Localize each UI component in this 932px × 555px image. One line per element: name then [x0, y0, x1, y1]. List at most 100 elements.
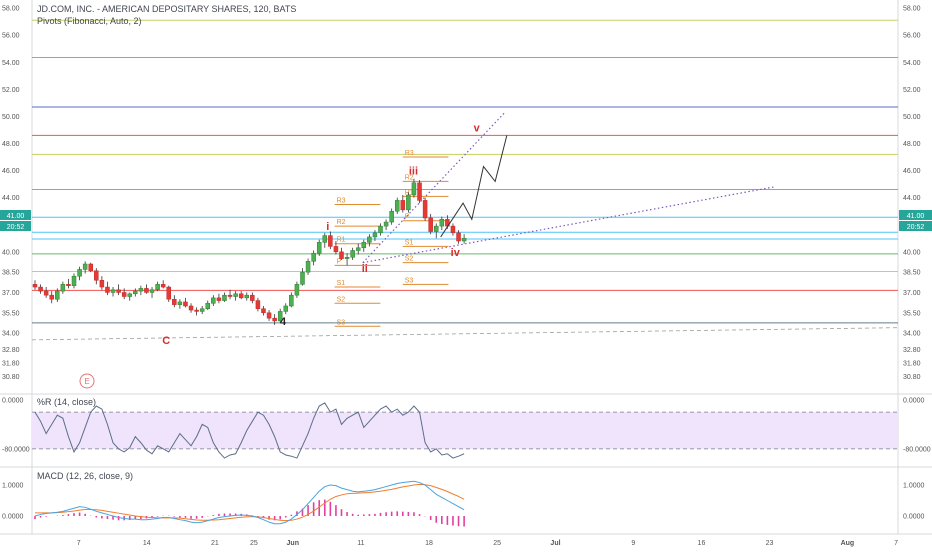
- time-tick-3: 25: [250, 540, 258, 547]
- price-tick-left-3: 52.00: [2, 87, 20, 94]
- price-tick-left-13: 34.00: [2, 331, 20, 338]
- price-tick-left-6: 46.00: [2, 168, 20, 175]
- price-tick-right-5: 48.00: [903, 141, 921, 148]
- macd-tick-left-1: 0.0000: [2, 513, 24, 520]
- trendline-2: [31, 327, 899, 341]
- price-badge-right: [899, 210, 932, 220]
- price-tick-left-12: 35.50: [2, 310, 20, 317]
- candle-body-1: [38, 286, 43, 292]
- candle-body-7: [71, 275, 77, 286]
- candle-body-57: [350, 250, 355, 258]
- pivot-label-1-6: S3: [405, 277, 414, 284]
- candle-body-48: [300, 271, 305, 285]
- candles: [32, 178, 467, 325]
- candle-body-34: [222, 294, 227, 301]
- price-tick-left-10: 38.50: [2, 270, 20, 277]
- wr-tick-left-1: -80.0000: [2, 446, 30, 453]
- trendline-0: [362, 111, 506, 264]
- events-marker-label: E: [84, 377, 89, 386]
- candle-body-71: [428, 217, 433, 232]
- trendline-1: [362, 186, 775, 264]
- candle-body-18: [133, 290, 138, 295]
- pivot-label-0-2: R1: [337, 237, 346, 244]
- candle-body-10: [88, 263, 93, 272]
- wave-label-3: ii: [362, 263, 368, 275]
- time-axis: 7 14 21 25 Jun 11 18 25 Jul 9 16 23 Aug 7: [77, 540, 898, 547]
- candle-body-61: [372, 232, 378, 238]
- candle-body-17: [127, 293, 132, 297]
- candle-body-47: [294, 284, 300, 296]
- candle-body-54: [333, 246, 339, 253]
- current-price-badges: 41.00 20:52 41.00 20:52: [0, 210, 932, 231]
- price-tick-left-2: 54.00: [2, 60, 20, 67]
- macd-tick-right-0: 1.0000: [903, 483, 925, 490]
- pivot-label-0-4: S1: [337, 280, 346, 287]
- pivot-label-1-4: S1: [405, 239, 414, 246]
- time-tick-8: Jul: [550, 540, 560, 547]
- price-tick-right-16: 30.80: [903, 374, 921, 381]
- price-tick-left-11: 37.00: [2, 290, 20, 297]
- candle-body-28: [188, 305, 194, 311]
- events-marker[interactable]: E: [79, 373, 95, 389]
- price-tick-right-9: 40.00: [903, 249, 921, 256]
- candle-body-58: [355, 247, 361, 251]
- price-tick-right-2: 54.00: [903, 60, 921, 67]
- candle-body-9: [82, 263, 88, 270]
- time-tick-6: 18: [425, 540, 433, 547]
- time-tick-0: 7: [77, 540, 81, 547]
- candle-body-67: [406, 194, 411, 211]
- time-tick-12: Aug: [841, 540, 855, 547]
- candle-body-23: [160, 284, 166, 288]
- price-tick-right-6: 46.00: [903, 168, 921, 175]
- time-tick-5: 11: [357, 540, 364, 547]
- macd-pane: 1.0000 1.0000 0.0000 0.0000: [2, 480, 925, 527]
- time-tick-4: Jun: [287, 540, 299, 547]
- price-badge-left-text: 41.00: [7, 213, 25, 220]
- candle-body-51: [316, 242, 322, 254]
- price-tick-left-16: 30.80: [2, 374, 20, 381]
- williams-r-label: %R (14, close): [37, 397, 96, 407]
- candle-body-52: [322, 235, 328, 243]
- pane-frames: [0, 0, 932, 535]
- candle-body-8: [77, 269, 82, 277]
- wr-tick-right-0: 0.0000: [903, 397, 925, 404]
- candle-body-60: [367, 236, 372, 243]
- pivot-levels: R3 R2 R1 P S1 S2 S3 R3 R2 R1 P S1 S2 S3: [334, 150, 449, 327]
- candle-body-41: [261, 308, 266, 314]
- candle-body-44: [277, 311, 283, 322]
- candle-body-39: [250, 294, 255, 301]
- price-badge-left: [0, 210, 31, 220]
- candle-body-36: [233, 293, 238, 297]
- price-tick-right-13: 34.00: [903, 331, 921, 338]
- candle-body-43: [272, 317, 277, 322]
- price-tick-left-1: 56.00: [2, 33, 20, 40]
- candle-body-65: [394, 200, 400, 212]
- candle-body-27: [183, 301, 188, 307]
- trendlines: [31, 111, 899, 341]
- pivot-label-0-5: S2: [337, 296, 346, 303]
- time-tick-7: 25: [493, 540, 501, 547]
- time-tick-13: 7: [894, 540, 898, 547]
- wave-label-0: C: [162, 335, 170, 347]
- wave-label-4: iii: [409, 166, 418, 178]
- candle-body-35: [227, 294, 233, 297]
- candle-body-63: [383, 221, 389, 227]
- candle-body-6: [66, 284, 71, 286]
- candle-body-53: [328, 235, 333, 247]
- candle-body-25: [172, 298, 177, 305]
- candle-body-55: [339, 251, 344, 259]
- timer-badge-right: [899, 221, 932, 231]
- candle-body-13: [105, 286, 110, 293]
- candle-body-64: [389, 210, 394, 223]
- price-tick-right-15: 31.80: [903, 360, 921, 367]
- price-tick-right-10: 38.50: [903, 270, 921, 277]
- candle-body-5: [60, 284, 66, 292]
- wr-tick-right-1: -80.0000: [903, 446, 931, 453]
- timer-badge-left-text: 20:52: [7, 224, 25, 231]
- price-axis: 58.00 58.00 56.00 56.00 54.00 54.00 52.00 52.00…: [2, 6, 921, 381]
- projection-path: [440, 135, 508, 238]
- candle-body-11: [94, 270, 99, 281]
- price-tick-right-4: 50.00: [903, 114, 921, 121]
- time-tick-2: 21: [211, 540, 219, 547]
